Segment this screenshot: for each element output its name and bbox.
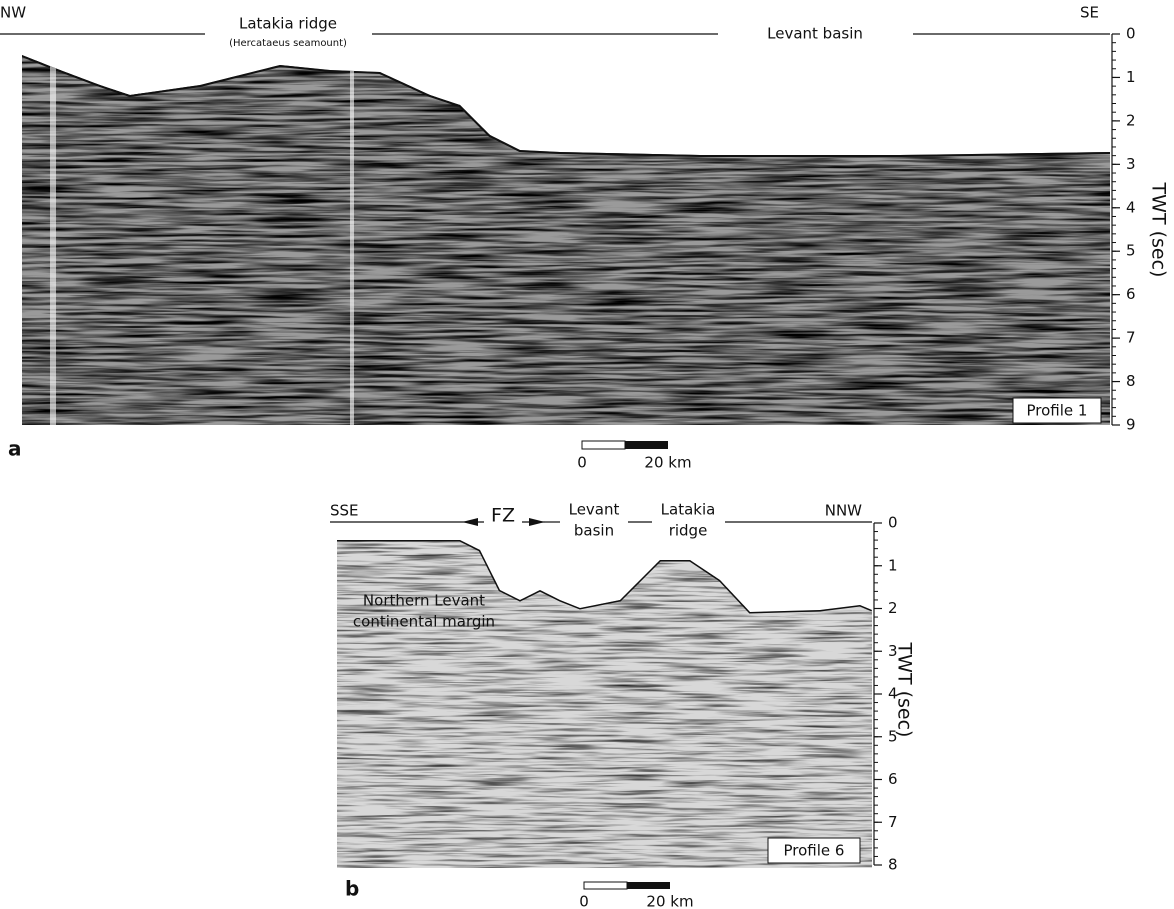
tick-label: 1 [888,556,898,574]
zone-label: FZ [491,505,515,527]
tick-label: 1 [1126,68,1136,86]
tick-label: 4 [1126,198,1136,216]
margin-label: continental margin [353,613,495,631]
tick-label: 0 [1126,25,1136,43]
tick-label: 7 [1126,329,1136,347]
tick-label: 5 [888,727,898,745]
scale-bar [625,441,668,449]
scale-label: 20 km [646,893,693,909]
tick-label: 8 [888,856,898,874]
scale-label: 0 [577,454,587,472]
tick-label: 4 [888,685,898,703]
scale-bar [582,441,625,449]
figure: NW SE Latakia ridge (Hercataeus seamount… [0,0,1174,909]
margin-label: Northern Levant [363,592,485,610]
direction-left: NW [0,4,26,22]
direction-right: NNW [825,502,862,520]
seismic-image-b [337,535,873,869]
tick-label: 7 [888,813,898,831]
tick-label: 5 [1126,242,1136,260]
tick-label: 6 [1126,285,1136,303]
tick-label: 3 [888,642,898,660]
direction-right: SE [1080,4,1099,22]
feature-label: basin [574,522,614,540]
feature-label: Levant basin [767,25,863,43]
tick-label: 3 [1126,155,1136,173]
profile-label: Profile 1 [1027,402,1088,420]
tick-label: 2 [1126,111,1136,129]
feature-sublabel: (Hercataeus seamount) [229,38,347,49]
panel-label: b [345,877,359,901]
profile-label: Profile 6 [784,842,845,860]
axis-title: TWT (sec) [1148,182,1170,278]
feature-label: Latakia ridge [239,15,337,33]
tick-label: 8 [1126,372,1136,390]
tick-label: 0 [888,514,898,532]
panel-label: a [8,437,22,461]
tick-label: 9 [1126,416,1136,434]
scale-label: 0 [579,893,589,909]
scale-label: 20 km [644,454,691,472]
tick-label: 6 [888,770,898,788]
direction-left: SSE [330,502,359,520]
scale-bar [584,882,627,889]
feature-label: ridge [669,522,708,540]
feature-label: Levant [569,501,620,519]
seismic-image-a [22,50,1112,426]
feature-label: Latakia [661,501,716,519]
tick-label: 2 [888,599,898,617]
scale-bar [627,882,670,889]
